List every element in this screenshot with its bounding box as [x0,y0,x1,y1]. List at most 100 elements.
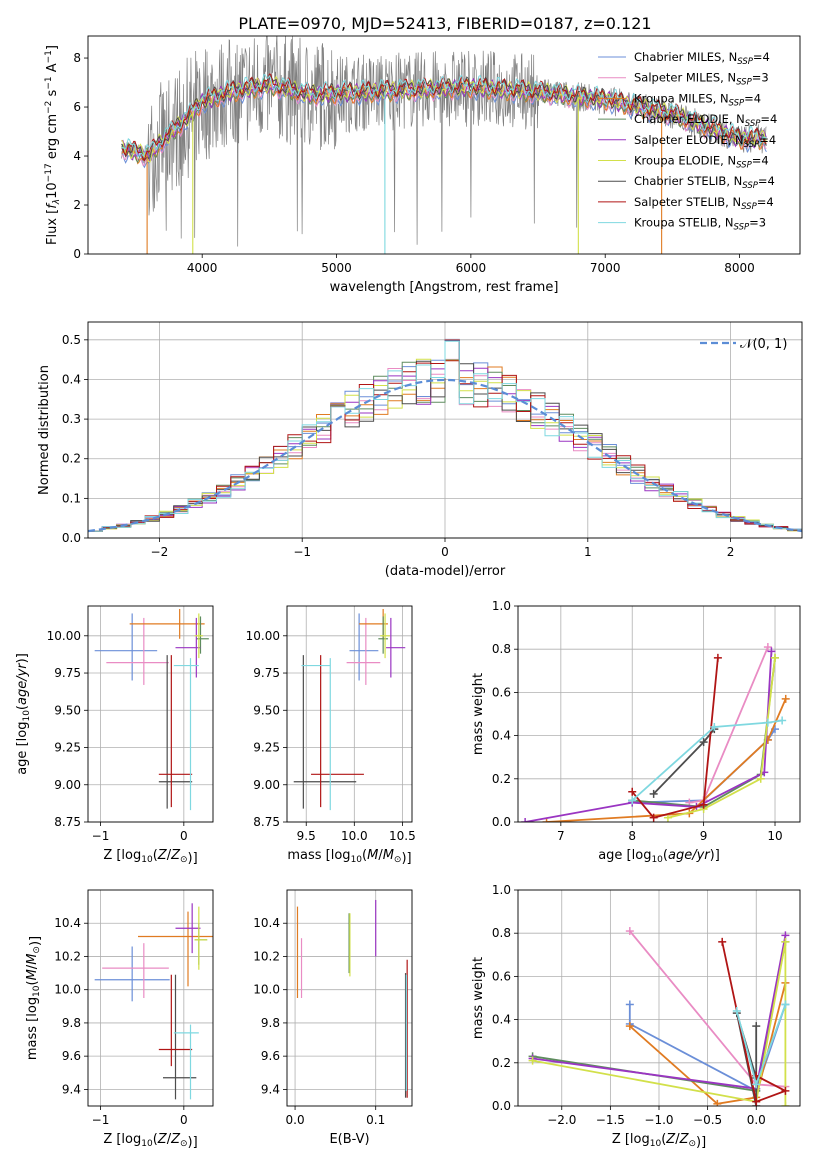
y-tick-label: 6 [73,100,81,114]
panel-weight-vs-age: 7 8 9 10 0.0 0.2 0.4 0.6 0.8 1.0 age [log10(age/yr… [471,599,801,865]
y-tick-label: 0.0 [492,815,511,829]
y-tick-label: 9.8 [261,1016,280,1030]
x-axis-label: age [log10(age/yr)] [598,848,720,865]
x-tick-label: 6000 [456,261,487,275]
y-tick-label: 1.0 [492,883,511,897]
panel-age-vs-Z: −1 0 8.75 9.00 9.25 9.50 9.75 10.00 Z [log10(Z/Z… [15,605,214,866]
y-tick-label: 10.2 [54,949,81,963]
legend-entry: Chabrier MILES, NSSP=4 [634,50,770,67]
panel-mass-vs-Z: −1 0 9.4 9.6 9.8 10.0 10.2 10.4 Z [log10(Z/Z⊙)] m… [25,889,214,1150]
model-spectrum-kroupa_elodie [121,75,767,164]
weight-marker [767,647,776,656]
y-axis-label: mass weight [471,673,486,755]
errorbar-chabrier_stelib [163,974,197,1100]
weight-line-kroupa_elodie [532,941,787,1106]
y-tick-label: 0.3 [62,412,81,426]
y-tick-label: 9.6 [62,1049,81,1063]
weight-marker [781,694,790,703]
y-tick-label: 10.0 [54,983,81,997]
weight-marker [542,818,551,822]
x-axis-label: Z [log10(Z/Z⊙)] [103,848,197,866]
y-tick-label: 10.0 [253,983,280,997]
errorbar-salpeter_stelib [158,974,193,1067]
y-tick-label: 8.75 [54,815,81,829]
y-tick-label: 0.4 [62,372,81,386]
weight-marker [649,813,658,822]
y-tick-label: 2 [73,198,81,212]
y-tick-label: 9.00 [54,778,81,792]
x-tick-label: 0 [441,545,449,559]
errorbar-salpeter_stelib [158,655,193,808]
x-tick-label: −1 [92,829,110,843]
weight-marker [718,937,727,946]
y-tick-label: 0.4 [492,729,511,743]
x-tick-label: 10.5 [389,829,416,843]
x-axis-label: E(B-V) [329,1132,369,1147]
axes-frame [517,605,801,823]
weight-line-kroupa_elodie [667,657,776,819]
panel-weight-vs-Z: −2.0 −1.5 −1.0 −0.5 0.0 0.0 0.2 0.4 0.6 0.8 1.0 Z [… [471,883,801,1150]
x-tick-label: 1 [584,545,592,559]
y-tick-label: 9.75 [54,666,81,680]
weight-marker [752,1022,761,1031]
weight-marker [699,738,708,747]
weight-marker [771,653,780,662]
x-tick-label: −1.5 [596,1113,625,1127]
y-tick-label: 9.4 [62,1082,81,1096]
y-tick-label: 0 [73,247,81,261]
weight-line-chabrier_miles [628,1004,787,1093]
errorbar-chabrier_elodie [194,923,208,965]
weight-marker [649,789,658,798]
y-tick-label: 0.5 [62,333,81,347]
plot-area [528,927,790,1106]
y-tick-label: 10.4 [54,916,81,930]
x-tick-label: 8 [628,829,636,843]
axes-frame [87,321,803,539]
x-tick-label: 7000 [590,261,621,275]
x-tick-label: 9.5 [297,829,316,843]
weight-marker [778,716,787,725]
y-tick-label: 10.4 [253,916,280,930]
weight-marker [752,1080,761,1089]
y-tick-label: 9.6 [261,1049,280,1063]
x-tick-label: 0 [180,1113,188,1127]
x-tick-label: −2 [151,545,169,559]
errorbar-kroupa_elodie [380,613,390,659]
weight-line-kroupa_miles [546,698,787,822]
x-tick-label: 0.1 [366,1113,385,1127]
y-tick-label: 0.6 [492,685,511,699]
errorbar-kroupa_elodie [194,613,203,659]
errorbar-kroupa_miles [129,608,205,639]
y-tick-label: 0.8 [492,926,511,940]
panel-spectrum: 4000 5000 6000 7000 8000 0 2 4 6 8 Chabrier MILES,… [44,35,801,295]
legend-entry: Salpeter STELIB, NSSP=4 [634,195,774,212]
errorbar-salpeter_miles [102,943,169,998]
y-tick-label: 10.2 [253,949,280,963]
x-axis-label: wavelength [Angstrom, rest frame] [330,280,559,295]
y-tick-label: 9.50 [54,703,81,717]
x-tick-label: 7 [557,829,565,843]
panel-age-vs-mass: 9.5 10.0 10.5 8.75 9.00 9.25 9.50 9.75 10.00 mass… [246,605,416,866]
y-axis-label: Normed distribution [37,365,52,495]
x-tick-label: −1.0 [644,1113,673,1127]
errorbar-salpeter_elodie [175,903,201,954]
weight-marker [732,1006,741,1015]
errorbar-salpeter_miles [106,617,169,685]
weight-marker [628,787,637,796]
plot-area [293,608,406,811]
weight-marker [663,813,672,822]
errorbar-chabrier_stelib [158,655,193,809]
weight-marker [763,718,772,727]
y-tick-label: 9.75 [253,666,280,680]
y-tick-label: 10.00 [246,629,280,643]
x-axis-label: mass [log10(M/M⊙)] [287,848,411,866]
weight-marker [781,1102,790,1106]
weight-marker [521,818,530,822]
weight-line-kroupa_miles [629,982,787,1105]
errorbar-chabrier_stelib [293,655,357,809]
weight-marker [625,1022,634,1031]
axes-frame [286,889,413,1107]
weight-line-salpeter_elodie [524,651,773,822]
errorbar-chabrier_miles [349,613,379,681]
y-tick-label: 0.2 [492,1056,511,1070]
